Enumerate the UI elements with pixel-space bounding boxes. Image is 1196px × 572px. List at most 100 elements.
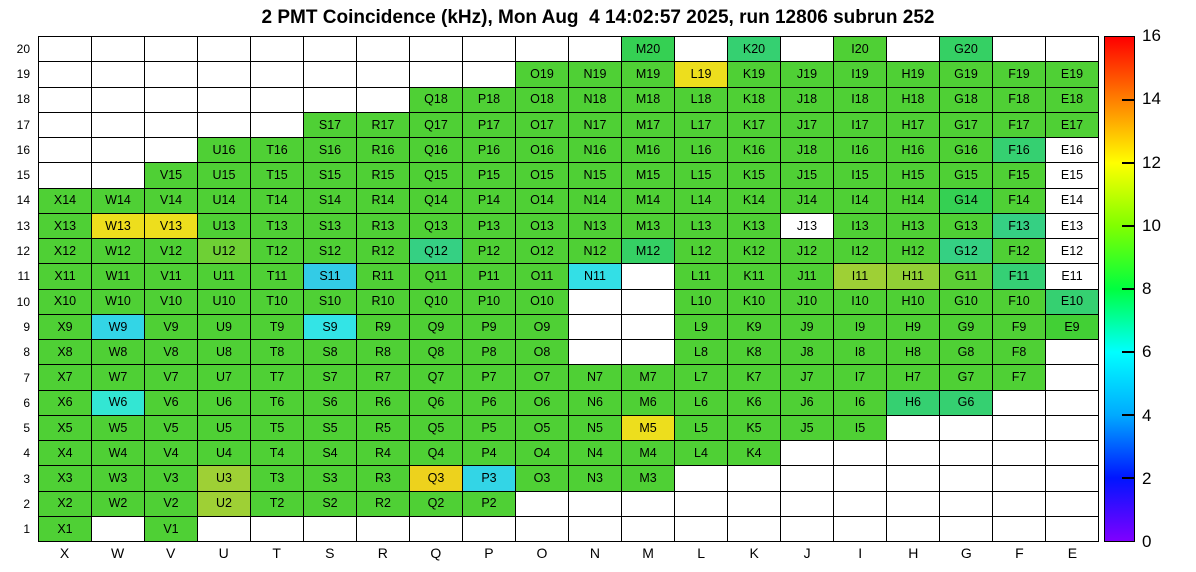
x-axis-label: E [1067, 545, 1078, 561]
heatmap-cell: S10 [304, 289, 357, 315]
y-axis-label: 12 [16, 244, 30, 259]
heatmap-cell: O13 [516, 213, 569, 239]
heatmap-cell: K9 [728, 314, 781, 340]
heatmap-cell: O12 [516, 239, 569, 265]
heatmap-cell: R3 [357, 466, 410, 492]
heatmap-cell-empty [516, 37, 569, 63]
colorbar-tick [1122, 99, 1134, 101]
heatmap-cell: S5 [304, 415, 357, 441]
heatmap-cell-empty [357, 37, 410, 63]
heatmap-cell: O17 [516, 112, 569, 138]
heatmap-cell: K8 [728, 340, 781, 366]
x-axis-label: P [484, 545, 494, 561]
heatmap-cell-empty [728, 516, 781, 542]
heatmap-cell: M4 [622, 441, 675, 467]
x-axis-label: H [908, 545, 919, 561]
heatmap-cell: S3 [304, 466, 357, 492]
heatmap-cell: I11 [834, 264, 887, 290]
heatmap-cell: V12 [145, 239, 198, 265]
heatmap-cell: G7 [940, 365, 993, 391]
heatmap-cell-empty [622, 314, 675, 340]
heatmap-cell-empty [92, 87, 145, 113]
heatmap-cell: F15 [993, 163, 1046, 189]
heatmap-cell: S8 [304, 340, 357, 366]
heatmap-cell: N12 [569, 239, 622, 265]
heatmap-cell: O18 [516, 87, 569, 113]
heatmap-cell: W14 [92, 188, 145, 214]
heatmap-cell: M17 [622, 112, 675, 138]
heatmap-cell: Q6 [410, 390, 463, 416]
x-axis-label: K [749, 545, 759, 561]
heatmap-cell: I5 [834, 415, 887, 441]
heatmap-cell: G16 [940, 138, 993, 164]
heatmap-cell-empty [92, 37, 145, 63]
heatmap-cell-empty [993, 516, 1046, 542]
heatmap-cell: N3 [569, 466, 622, 492]
heatmap-cell: K20 [728, 37, 781, 63]
heatmap-cell: G8 [940, 340, 993, 366]
heatmap-cell: Q10 [410, 289, 463, 315]
heatmap-cell-empty [410, 62, 463, 88]
heatmap-cell-empty [410, 516, 463, 542]
heatmap-cell: U14 [198, 188, 251, 214]
y-axis-label: 6 [23, 395, 30, 410]
heatmap-cell: H6 [887, 390, 940, 416]
heatmap-cell: W6 [92, 390, 145, 416]
heatmap-cell-empty [304, 62, 357, 88]
heatmap-cell: N19 [569, 62, 622, 88]
heatmap-cell-empty [622, 340, 675, 366]
x-axis-label: U [218, 545, 229, 561]
heatmap-cell-empty [940, 415, 993, 441]
heatmap-cell: L16 [675, 138, 728, 164]
heatmap-cell: I19 [834, 62, 887, 88]
heatmap-cell-empty [1046, 491, 1099, 517]
heatmap-cell: G19 [940, 62, 993, 88]
heatmap-cell-empty [1046, 516, 1099, 542]
heatmap-cell: M19 [622, 62, 675, 88]
heatmap-cell: X10 [39, 289, 92, 315]
chart-title: 2 PMT Coincidence (kHz), Mon Aug 4 14:02… [261, 7, 935, 28]
heatmap-cell: E9 [1046, 314, 1099, 340]
heatmap-cell: H12 [887, 239, 940, 265]
heatmap-cell: S15 [304, 163, 357, 189]
heatmap-cell: R12 [357, 239, 410, 265]
heatmap-cell: V7 [145, 365, 198, 391]
heatmap-cell-empty [569, 37, 622, 63]
heatmap-cell: M5 [622, 415, 675, 441]
heatmap-cell-empty [940, 441, 993, 467]
heatmap-cell: S11 [304, 264, 357, 290]
heatmap-cell-empty [357, 62, 410, 88]
heatmap-cell: L11 [675, 264, 728, 290]
heatmap-cell: F12 [993, 239, 1046, 265]
y-axis-label: 10 [16, 294, 30, 309]
heatmap-cell-empty [145, 112, 198, 138]
heatmap-cell: U13 [198, 213, 251, 239]
heatmap-cell-empty [251, 516, 304, 542]
colorbar-tick-label: 16 [1142, 26, 1161, 45]
heatmap-cell: O6 [516, 390, 569, 416]
heatmap-cell: G12 [940, 239, 993, 265]
heatmap-cell-empty [1046, 37, 1099, 63]
heatmap-cell: K12 [728, 239, 781, 265]
y-axis-label: 15 [16, 168, 30, 183]
heatmap-cell: I13 [834, 213, 887, 239]
heatmap-cell: H8 [887, 340, 940, 366]
heatmap-cell-empty [198, 37, 251, 63]
heatmap-cell: F11 [993, 264, 1046, 290]
heatmap-cell-empty [675, 516, 728, 542]
heatmap-cell: J6 [781, 390, 834, 416]
heatmap-cell: L17 [675, 112, 728, 138]
heatmap-cell: T11 [251, 264, 304, 290]
heatmap-cell-empty [39, 112, 92, 138]
heatmap-cell-empty [145, 62, 198, 88]
heatmap-cell-empty [622, 516, 675, 542]
heatmap-cell: N13 [569, 213, 622, 239]
heatmap-cell: W8 [92, 340, 145, 366]
heatmap-cell: J8 [781, 340, 834, 366]
y-axis-label: 20 [16, 41, 30, 56]
heatmap-cell-empty [92, 62, 145, 88]
heatmap-cell-empty [304, 516, 357, 542]
colorbar-tick [1122, 414, 1134, 416]
heatmap-cell: V5 [145, 415, 198, 441]
heatmap-cell-nodata: E12 [1046, 239, 1099, 265]
